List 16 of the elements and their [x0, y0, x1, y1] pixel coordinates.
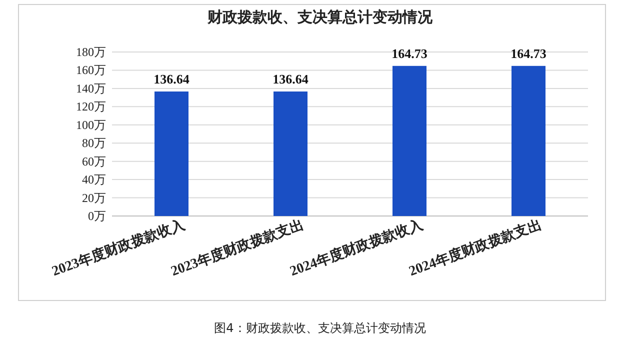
data-label: 164.73 — [510, 46, 547, 61]
y-tick-label: 100万 — [76, 118, 106, 132]
y-tick-label: 120万 — [76, 100, 106, 114]
data-label: 136.64 — [154, 72, 190, 87]
y-tick-label: 40万 — [82, 172, 106, 187]
y-tick-label: 60万 — [82, 154, 106, 168]
y-tick-label: 20万 — [82, 190, 106, 205]
y-tick-label: 0万 — [88, 209, 106, 223]
y-tick-label: 180万 — [76, 45, 106, 59]
data-label: 164.73 — [392, 46, 428, 61]
caption: 图4：财政拨款收、支决算总计变动情况 — [214, 321, 426, 335]
y-tick-label: 160万 — [76, 63, 106, 78]
chart-title: 财政拨款收、支决算总计变动情况 — [206, 8, 434, 26]
data-label: 136.64 — [272, 72, 309, 87]
y-tick-label: 80万 — [82, 136, 106, 150]
y-tick-label: 140万 — [76, 81, 106, 96]
